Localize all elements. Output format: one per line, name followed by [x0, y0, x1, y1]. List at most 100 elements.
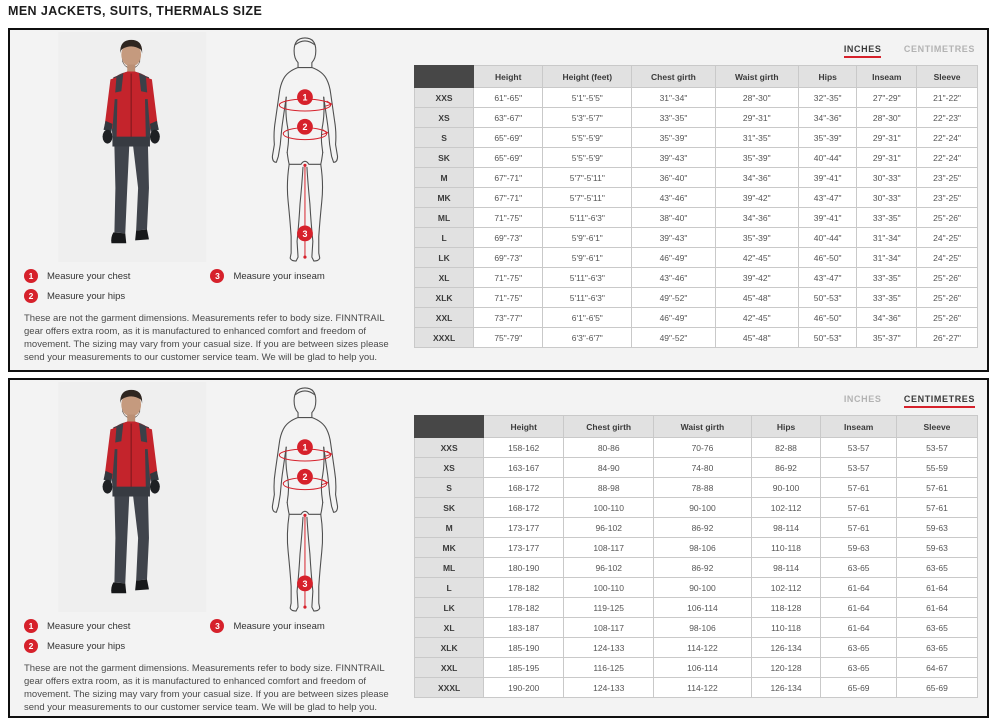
measurement-cell: 119-125 — [563, 597, 655, 618]
measurement-cell: 90-100 — [750, 477, 822, 498]
column-header: Waist girth — [714, 65, 799, 88]
measurement-cell: 57-61 — [820, 477, 897, 498]
measurement-cell: 65"-69" — [473, 127, 544, 148]
measurement-cell: 43"-47" — [797, 267, 858, 288]
size-row: MK 173-177 108-117 98-106 110-118 59-63 59-63 — [413, 537, 979, 558]
measurement-cell: 185-195 — [483, 657, 565, 678]
measurement-cell: 163-167 — [483, 457, 565, 478]
measurement-cell: 53-57 — [895, 437, 979, 458]
measurement-cell: 88-98 — [563, 477, 655, 498]
measurement-cell: 42"-45" — [714, 247, 799, 268]
measurement-cell: 65-69 — [820, 677, 897, 698]
tab-centimetres[interactable]: CENTIMETRES — [903, 44, 975, 54]
legend-item-inseam: 3 Measure your inseam — [210, 269, 325, 283]
size-label: XXXL — [413, 677, 485, 698]
figures-block — [10, 30, 412, 267]
size-row: XS 63"-67" 5'3"-5'7" 33"-35" 29"-31" 34"-36" 2… — [413, 107, 978, 128]
measurement-cell: 57-61 — [895, 497, 979, 518]
measurement-cell: 30"-33" — [856, 167, 918, 188]
units-tabs: INCHES CENTIMETRES — [414, 385, 978, 415]
measurement-cell: 178-182 — [483, 577, 565, 598]
measurement-cell: 90-100 — [653, 497, 752, 518]
measurement-cell: 63-65 — [820, 637, 897, 658]
measurement-cell: 5'5"-5'9" — [542, 127, 633, 148]
column-header: Sleeve — [916, 65, 978, 88]
measurement-cell: 5'7"-5'11" — [542, 187, 633, 208]
size-label: XLK — [413, 287, 475, 308]
measurement-cell: 118-128 — [750, 597, 822, 618]
figures-column: 1 Measure your chest 2 Measure your hips… — [10, 30, 412, 370]
measurement-cell: 35"-39" — [631, 127, 716, 148]
measurement-cell: 53-57 — [820, 437, 897, 458]
measurement-cell: 31"-35" — [714, 127, 799, 148]
tab-inches[interactable]: INCHES — [843, 394, 882, 404]
measurement-cell: 34"-36" — [797, 107, 858, 128]
tab-centimetres[interactable]: CENTIMETRES — [903, 394, 975, 408]
size-row: XL 71"-75" 5'11"-6'3" 43"-46" 39"-42" 43"-47"… — [413, 267, 978, 288]
measurement-cell: 46"-49" — [631, 247, 716, 268]
size-label: MK — [413, 187, 475, 208]
legend-item-chest: 1 Measure your chest — [24, 269, 130, 283]
measurement-cell: 100-110 — [563, 577, 655, 598]
measurement-cell: 190-200 — [483, 677, 565, 698]
tab-inches[interactable]: INCHES — [843, 44, 882, 58]
figures-block — [10, 380, 412, 617]
measurement-cell: 50"-53" — [797, 327, 858, 348]
legend-item-inseam: 3 Measure your inseam — [210, 619, 325, 633]
size-label: XXXL — [413, 327, 475, 348]
table-corner-cell — [413, 65, 475, 88]
measurement-cell: 35"-39" — [714, 227, 799, 248]
measurement-cell: 71"-75" — [473, 207, 544, 228]
legend-label-hips: Measure your hips — [47, 290, 126, 302]
column-header: Height (feet) — [542, 65, 633, 88]
measurement-cell: 5'11"-6'3" — [542, 267, 633, 288]
measurement-cell: 98-114 — [750, 557, 822, 578]
measurement-cell: 168-172 — [483, 477, 565, 498]
measurement-cell: 90-100 — [653, 577, 752, 598]
measurement-cell: 84-90 — [563, 457, 655, 478]
measurement-cell: 5'7"-5'11" — [542, 167, 633, 188]
measurement-cell: 61-64 — [820, 577, 897, 598]
measurement-cell: 32"-35" — [797, 87, 858, 108]
measurement-cell: 61"-65" — [473, 87, 544, 108]
column-header: Hips — [750, 415, 822, 438]
measurement-cell: 108-117 — [563, 537, 655, 558]
size-label: MK — [413, 537, 485, 558]
size-label: XL — [413, 267, 475, 288]
measurement-cell: 45"-48" — [714, 287, 799, 308]
measurement-cell: 45"-48" — [714, 327, 799, 348]
measurement-cell: 114-122 — [653, 637, 752, 658]
measurement-cell: 21"-22" — [916, 87, 978, 108]
size-label: L — [413, 577, 485, 598]
measurement-cell: 59-63 — [820, 537, 897, 558]
measurement-cell: 59-63 — [895, 537, 979, 558]
measurement-cell: 39"-43" — [631, 147, 716, 168]
measurement-cell: 65"-69" — [473, 147, 544, 168]
measurement-cell: 75"-79" — [473, 327, 544, 348]
legend-badge-inseam: 3 — [210, 269, 225, 283]
measurement-cell: 28"-30" — [856, 107, 918, 128]
measurement-cell: 34"-36" — [714, 207, 799, 228]
measurement-cell: 96-102 — [563, 517, 655, 538]
measurement-cell: 35"-39" — [797, 127, 858, 148]
measurement-cell: 63-65 — [895, 637, 979, 658]
measurement-cell: 61-64 — [895, 597, 979, 618]
column-header: Height — [473, 65, 544, 88]
measurement-cell: 27"-29" — [856, 87, 918, 108]
size-row: XXS 61"-65" 5'1"-5'5" 31"-34" 28"-30" 32"-35"… — [413, 87, 978, 108]
size-label: LK — [413, 247, 475, 268]
measurement-cell: 43"-47" — [797, 187, 858, 208]
size-label: SK — [413, 147, 475, 168]
measurement-cell: 53-57 — [820, 457, 897, 478]
measurement-cell: 55-59 — [895, 457, 979, 478]
size-label: XL — [413, 617, 485, 638]
measurement-cell: 5'11"-6'3" — [542, 207, 633, 228]
measurement-cell: 59-63 — [895, 517, 979, 538]
sizing-note: These are not the garment dimensions. Me… — [24, 313, 389, 364]
measurement-cell: 124-133 — [563, 637, 655, 658]
measurement-cell: 98-114 — [750, 517, 822, 538]
size-row: MK 67"-71" 5'7"-5'11" 43"-46" 39"-42" 43"-47"… — [413, 187, 978, 208]
measurement-cell: 24"-25" — [916, 227, 978, 248]
column-header: Inseam — [856, 65, 918, 88]
measurement-cell: 39"-42" — [714, 267, 799, 288]
